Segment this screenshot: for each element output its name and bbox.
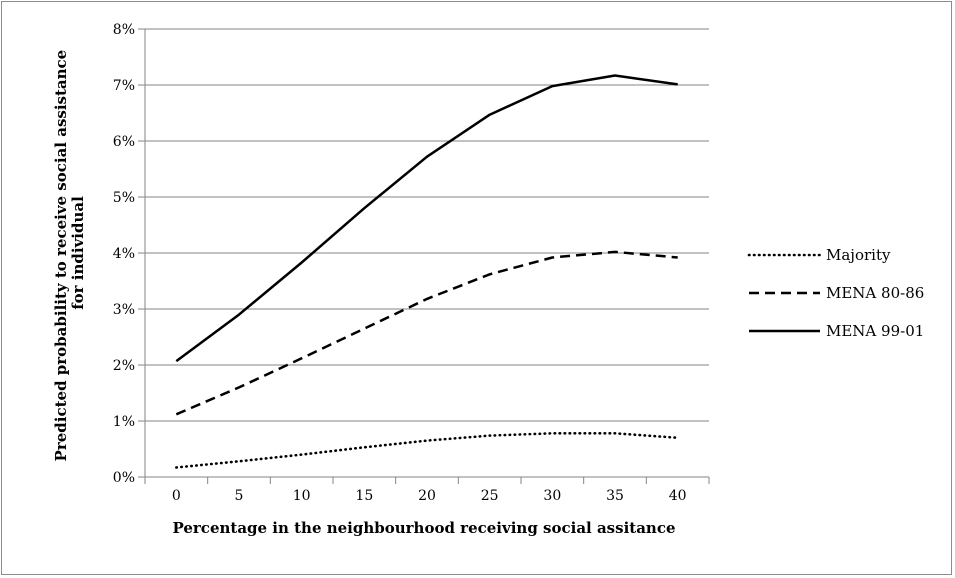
legend-label: Majority [826, 246, 891, 264]
x-tick-label: 35 [606, 488, 624, 504]
legend: Majority MENA 80-86 MENA 99-01 [747, 246, 924, 340]
legend-label: MENA 80-86 [826, 284, 924, 302]
x-tick-label: 5 [235, 488, 244, 504]
x-tick-labels: 0 5 10 15 20 25 30 35 40 [172, 488, 687, 504]
x-tick-label: 25 [481, 488, 499, 504]
y-tick-label: 6% [113, 134, 135, 150]
x-tick-label: 15 [355, 488, 373, 504]
x-tick-label: 30 [543, 488, 561, 504]
series-lines [175, 74, 680, 469]
y-tick-label: 3% [113, 302, 135, 318]
x-tick-label: 40 [669, 488, 687, 504]
y-axis-title-line2: for individual [69, 196, 87, 310]
series-line-mena-99-01 [175, 74, 678, 363]
y-tick-label: 5% [113, 190, 135, 206]
axes [138, 28, 710, 484]
x-tick-label: 0 [172, 488, 181, 504]
y-tick-label: 4% [113, 246, 135, 262]
y-axis-title: Predicted probability to receive social … [52, 45, 87, 462]
x-axis-title: Percentage in the neighbourhood receivin… [172, 519, 675, 537]
y-tick-label: 8% [113, 22, 135, 38]
y-tick-label: 0% [113, 470, 135, 486]
legend-label: MENA 99-01 [826, 322, 924, 340]
y-tick-label: 7% [113, 78, 135, 94]
x-tick-label: 10 [293, 488, 311, 504]
gridlines [145, 28, 709, 422]
y-tick-label: 2% [113, 358, 135, 374]
x-tick-label: 20 [418, 488, 436, 504]
y-tick-label: 1% [113, 414, 135, 430]
series-line-mena-80-86 [175, 250, 678, 416]
y-tick-labels: 0% 1% 2% 3% 4% 5% 6% 7% 8% [113, 22, 135, 486]
y-axis-title-line1: Predicted probability to receive social … [52, 50, 70, 462]
series-line-majority [175, 431, 680, 469]
